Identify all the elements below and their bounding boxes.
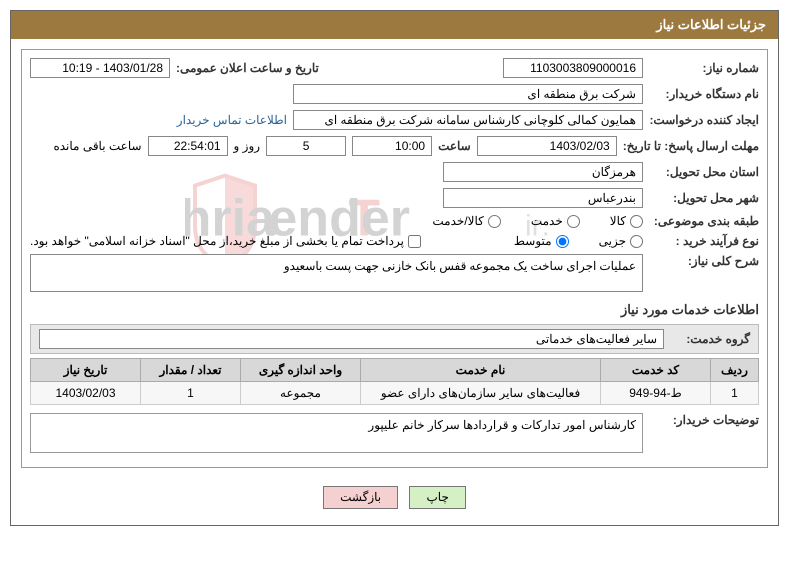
- table-header-row: ردیف کد خدمت نام خدمت واحد اندازه گیری ت…: [31, 359, 759, 382]
- panel-header: جزئیات اطلاعات نیاز: [11, 11, 778, 39]
- announce-date-value: 1403/01/28 - 10:19: [30, 58, 170, 78]
- deadline-time-value: 10:00: [352, 136, 432, 156]
- th-name: نام خدمت: [361, 359, 601, 382]
- row-buyer-notes: توضیحات خریدار: کارشناس امور تدارکات و ق…: [30, 413, 759, 453]
- need-number-label: شماره نیاز:: [649, 61, 759, 75]
- time-remaining-value: 22:54:01: [148, 136, 228, 156]
- th-row: ردیف: [711, 359, 759, 382]
- td-qty: 1: [141, 382, 241, 405]
- row-summary: شرح کلی نیاز: عملیات اجرای ساخت یک مجموع…: [30, 254, 759, 292]
- subject-class-label: طبقه بندی موضوعی:: [649, 214, 759, 228]
- payment-note-checkbox-input[interactable]: [408, 235, 421, 248]
- services-table: ردیف کد خدمت نام خدمت واحد اندازه گیری ت…: [30, 358, 759, 405]
- buyer-notes-label: توضیحات خریدار:: [649, 413, 759, 427]
- need-number-value: 1103003809000016: [503, 58, 643, 78]
- radio-service[interactable]: خدمت: [531, 214, 580, 228]
- row-province: استان محل تحویل: هرمزگان: [30, 162, 759, 182]
- radio-goods-service[interactable]: کالا/خدمت: [432, 214, 500, 228]
- main-panel: جزئیات اطلاعات نیاز hria T ender .ir شما…: [10, 10, 779, 526]
- radio-goods-service-input[interactable]: [488, 215, 501, 228]
- deadline-time-label: ساعت: [438, 139, 471, 153]
- payment-note-checkbox[interactable]: پرداخت تمام یا بخشی از مبلغ خرید،از محل …: [30, 234, 421, 248]
- th-unit: واحد اندازه گیری: [241, 359, 361, 382]
- requester-label: ایجاد کننده درخواست:: [649, 113, 759, 127]
- radio-goods-input[interactable]: [630, 215, 643, 228]
- button-row: چاپ بازگشت: [21, 478, 768, 515]
- radio-medium[interactable]: متوسط: [514, 234, 569, 248]
- th-code: کد خدمت: [601, 359, 711, 382]
- days-suffix: روز و: [234, 139, 261, 153]
- radio-goods[interactable]: کالا: [610, 214, 643, 228]
- payment-note-text: پرداخت تمام یا بخشی از مبلغ خرید،از محل …: [30, 234, 404, 248]
- td-date: 1403/02/03: [31, 382, 141, 405]
- services-info-title: اطلاعات خدمات مورد نیاز: [30, 302, 759, 318]
- td-name: فعالیت‌های سایر سازمان‌های دارای عضو: [361, 382, 601, 405]
- radio-minor[interactable]: جزیی: [599, 234, 643, 248]
- deadline-date-value: 1403/02/03: [477, 136, 617, 156]
- service-group-row: گروه خدمت: سایر فعالیت‌های خدماتی: [30, 324, 759, 354]
- buyer-org-label: نام دستگاه خریدار:: [649, 87, 759, 101]
- buyer-org-value: شرکت برق منطقه ای: [293, 84, 643, 104]
- subject-radio-group: کالا خدمت کالا/خدمت: [432, 214, 643, 228]
- th-date: تاریخ نیاز: [31, 359, 141, 382]
- td-code: ط-94-949: [601, 382, 711, 405]
- time-suffix: ساعت باقی مانده: [53, 139, 141, 153]
- row-process-type: نوع فرآیند خرید : جزیی متوسط پرداخت تمام…: [30, 234, 759, 248]
- form-section: hria T ender .ir شماره نیاز: 11030038090…: [21, 49, 768, 468]
- process-type-label: نوع فرآیند خرید :: [649, 234, 759, 248]
- days-remaining-value: 5: [266, 136, 346, 156]
- buyer-notes-value: کارشناس امور تدارکات و قراردادها سرکار خ…: [30, 413, 643, 453]
- radio-minor-input[interactable]: [630, 235, 643, 248]
- table-row: 1 ط-94-949 فعالیت‌های سایر سازمان‌های دا…: [31, 382, 759, 405]
- radio-medium-input[interactable]: [556, 235, 569, 248]
- province-label: استان محل تحویل:: [649, 165, 759, 179]
- row-deadline: مهلت ارسال پاسخ: تا تاریخ: 1403/02/03 سا…: [30, 136, 759, 156]
- service-group-value: سایر فعالیت‌های خدماتی: [39, 329, 664, 349]
- deadline-label: مهلت ارسال پاسخ: تا تاریخ:: [623, 139, 759, 153]
- row-requester: ایجاد کننده درخواست: همایون کمالی کلوچان…: [30, 110, 759, 130]
- td-unit: مجموعه: [241, 382, 361, 405]
- row-subject-class: طبقه بندی موضوعی: کالا خدمت کالا/خدمت: [30, 214, 759, 228]
- city-value: بندرعباس: [443, 188, 643, 208]
- radio-medium-label: متوسط: [514, 234, 552, 248]
- summary-label: شرح کلی نیاز:: [649, 254, 759, 268]
- radio-goods-label: کالا: [610, 214, 626, 228]
- content-area: hria T ender .ir شماره نیاز: 11030038090…: [11, 39, 778, 525]
- td-row: 1: [711, 382, 759, 405]
- service-group-label: گروه خدمت:: [670, 332, 750, 346]
- row-city: شهر محل تحویل: بندرعباس: [30, 188, 759, 208]
- panel-title: جزئیات اطلاعات نیاز: [656, 17, 766, 32]
- radio-service-input[interactable]: [567, 215, 580, 228]
- city-label: شهر محل تحویل:: [649, 191, 759, 205]
- buyer-contact-link[interactable]: اطلاعات تماس خریدار: [177, 113, 287, 127]
- announce-date-label: تاریخ و ساعت اعلان عمومی:: [176, 61, 319, 75]
- requester-value: همایون کمالی کلوچانی کارشناس سامانه شرکت…: [293, 110, 643, 130]
- row-need-number: شماره نیاز: 1103003809000016 تاریخ و ساع…: [30, 58, 759, 78]
- radio-minor-label: جزیی: [599, 234, 626, 248]
- back-button[interactable]: بازگشت: [323, 486, 398, 509]
- row-buyer-org: نام دستگاه خریدار: شرکت برق منطقه ای: [30, 84, 759, 104]
- radio-goods-service-label: کالا/خدمت: [432, 214, 483, 228]
- th-qty: تعداد / مقدار: [141, 359, 241, 382]
- radio-service-label: خدمت: [531, 214, 563, 228]
- process-radio-group: جزیی متوسط: [514, 234, 643, 248]
- summary-value: عملیات اجرای ساخت یک مجموعه قفس بانک خاز…: [30, 254, 643, 292]
- province-value: هرمزگان: [443, 162, 643, 182]
- print-button[interactable]: چاپ: [409, 486, 465, 509]
